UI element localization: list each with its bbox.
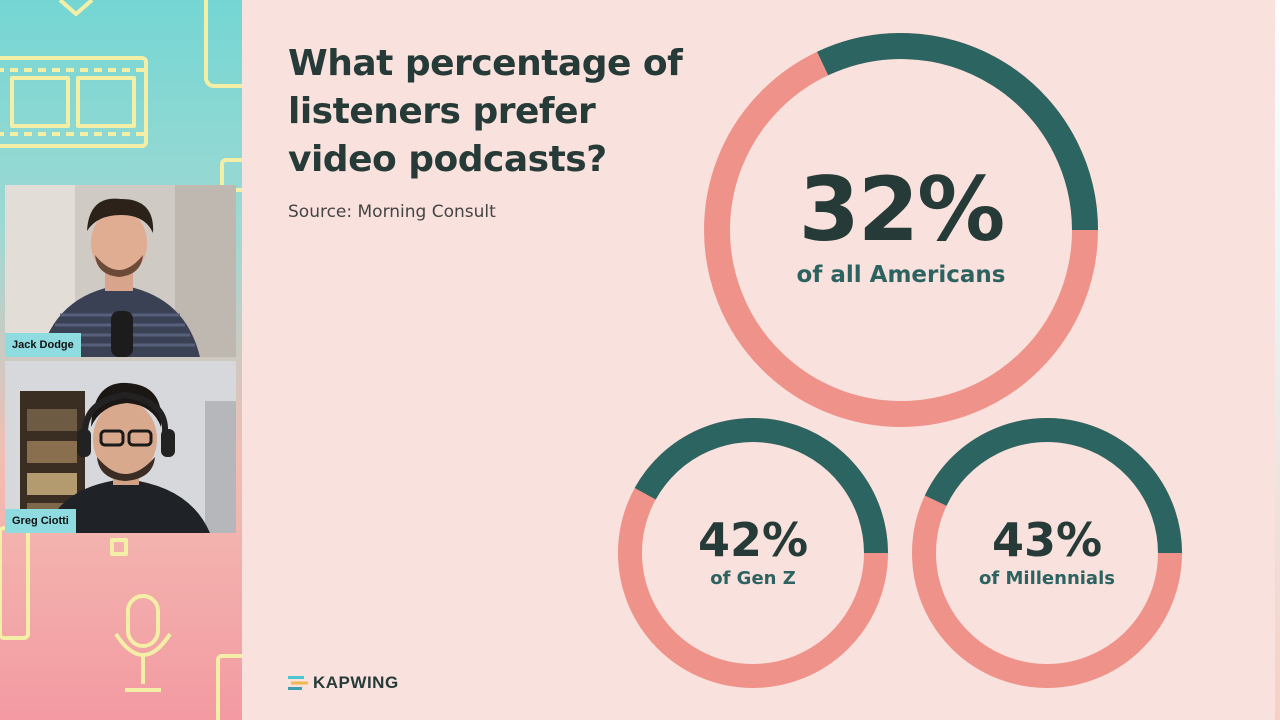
- value-label: 42%: [697, 513, 809, 567]
- participant-name-tag: Jack Dodge: [5, 333, 81, 357]
- kapwing-logo-icon: [288, 676, 308, 690]
- donut-arc-value: [924, 418, 1182, 554]
- decorative-pattern: [0, 0, 242, 720]
- category-label: of Gen Z: [710, 568, 796, 589]
- video-frame: [5, 185, 236, 357]
- webcam-feed-jack-dodge: Jack Dodge: [5, 185, 236, 357]
- window-edge: [1275, 0, 1280, 720]
- value-label: 32%: [798, 158, 1006, 261]
- film-strip-icon: [0, 56, 148, 148]
- kapwing-logo: KAPWING: [288, 673, 399, 693]
- microphone-icon: [114, 594, 172, 692]
- donut-chart-all-americans: 32% of all Americans: [701, 30, 1101, 430]
- donut-arc-value: [634, 418, 888, 554]
- value-label: 43%: [991, 513, 1103, 567]
- video-frame: [5, 361, 236, 533]
- category-label: of all Americans: [796, 262, 1006, 288]
- slide-source: Source: Morning Consult: [288, 202, 496, 222]
- donut-arc-value: [817, 33, 1098, 231]
- participant-name-tag: Greg Ciotti: [5, 509, 76, 533]
- category-label: of Millennials: [979, 568, 1115, 589]
- webcam-feed-greg-ciotti: Greg Ciotti: [5, 361, 236, 533]
- participants-sidebar: Jack Dodge Greg Ciotti: [0, 0, 242, 720]
- kapwing-logo-text: KAPWING: [313, 673, 399, 692]
- slide-title: What percentage of listeners prefer vide…: [288, 43, 683, 180]
- donut-chart-millennials: 43% of Millennials: [912, 418, 1182, 688]
- presentation-slide: What percentage of listeners prefer vide…: [242, 0, 1275, 720]
- donut-chart-gen-z: 42% of Gen Z: [618, 418, 888, 688]
